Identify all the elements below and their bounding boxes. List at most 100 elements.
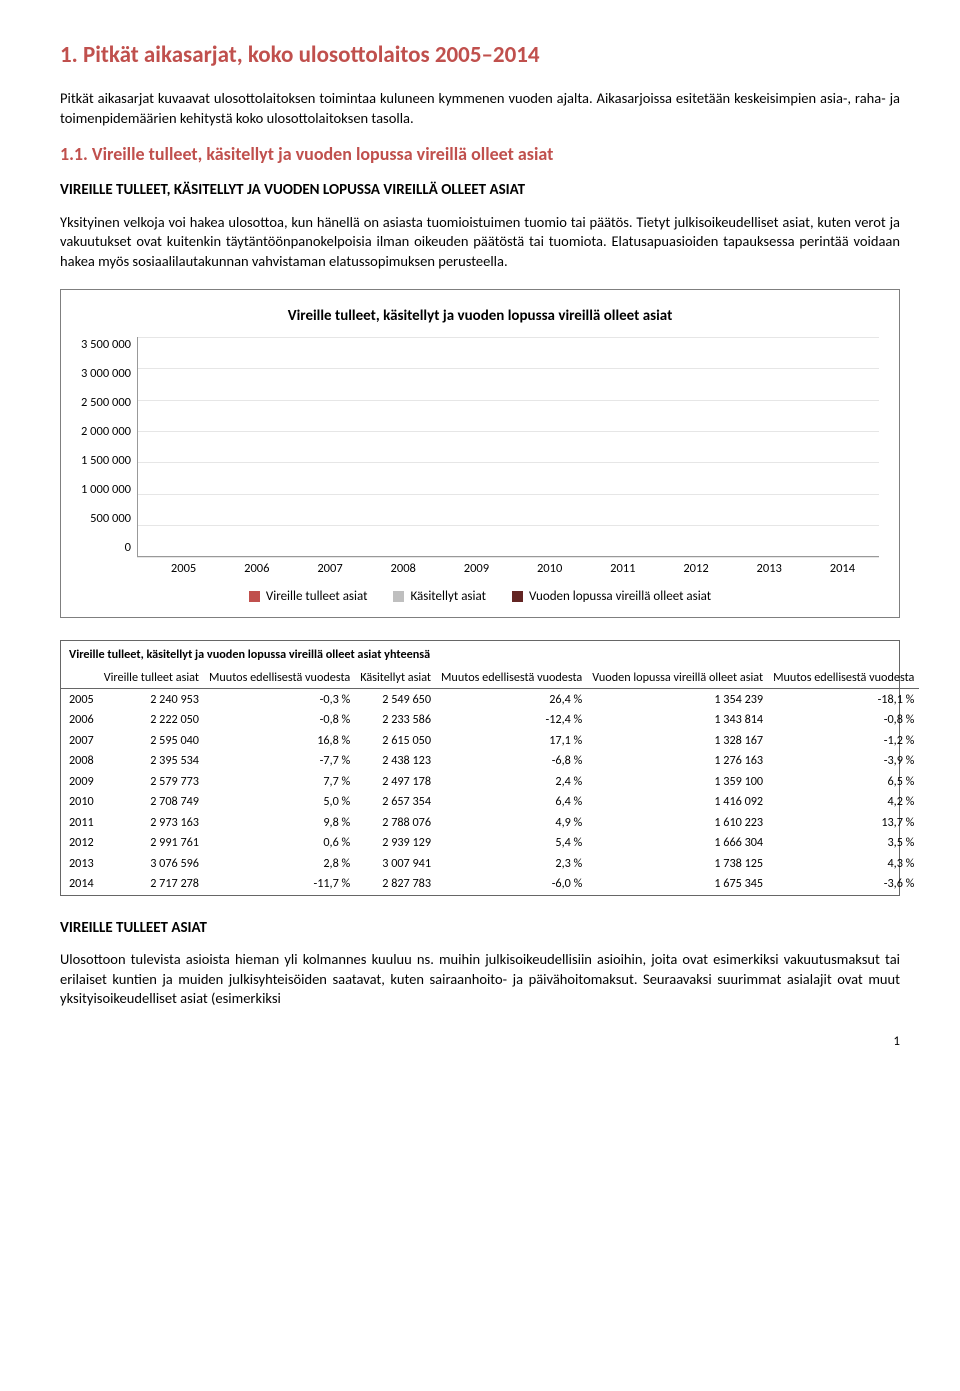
table-cell: -1,2 % [768, 731, 919, 751]
table-cell: -12,4 % [436, 710, 587, 730]
chart-x-axis: 2005200620072008200920102011201220132014 [147, 561, 879, 578]
legend-swatch [512, 591, 523, 602]
legend-label: Vuoden lopussa vireillä olleet asiat [529, 588, 711, 606]
table-super-header: Vireille tulleet, käsitellyt ja vuoden l… [61, 641, 919, 667]
x-tick-label: 2008 [367, 561, 440, 578]
legend-label: Vireille tulleet asiat [266, 588, 368, 606]
table-cell: 1 738 125 [587, 854, 768, 874]
table-row: 20122 991 7610,6 %2 939 1295,4 %1 666 30… [61, 833, 919, 853]
table-column-header: Käsitellyt asiat [355, 668, 436, 689]
table-cell: 1 328 167 [587, 731, 768, 751]
x-tick-label: 2005 [147, 561, 220, 578]
legend-item: Käsitellyt asiat [393, 588, 485, 606]
table-column-header: Vuoden lopussa vireillä olleet asiat [587, 668, 768, 689]
table-cell: 1 675 345 [587, 874, 768, 894]
table-cell: 2 939 129 [355, 833, 436, 853]
table-cell: 2 973 163 [99, 813, 204, 833]
caps-header-2: VIREILLE TULLEET ASIAT [60, 918, 900, 938]
table-cell: 4,9 % [436, 813, 587, 833]
table-cell: -7,7 % [204, 751, 355, 771]
legend-item: Vireille tulleet asiat [249, 588, 368, 606]
x-tick-label: 2014 [806, 561, 879, 578]
table-cell: 2 438 123 [355, 751, 436, 771]
table-cell: 2 240 953 [99, 689, 204, 711]
table-cell: 1 610 223 [587, 813, 768, 833]
table-column-header [61, 668, 99, 689]
table-cell: 2010 [61, 792, 99, 812]
body-paragraph-2: Yksityinen velkoja voi hakea ulosottoa, … [60, 213, 900, 272]
table-cell: 2007 [61, 731, 99, 751]
table-cell: 2 497 178 [355, 772, 436, 792]
table-cell: 2 788 076 [355, 813, 436, 833]
chart-plot-area [137, 337, 879, 557]
table-cell: 3,5 % [768, 833, 919, 853]
page-title: 1. Pitkät aikasarjat, koko ulosottolaito… [60, 40, 900, 71]
table-cell: 2006 [61, 710, 99, 730]
x-tick-label: 2007 [293, 561, 366, 578]
table-cell: 2,8 % [204, 854, 355, 874]
caps-header-1: VIREILLE TULLEET, KÄSITELLYT JA VUODEN L… [60, 180, 900, 200]
table-cell: 2 233 586 [355, 710, 436, 730]
table-column-header: Muutos edellisestä vuodesta [436, 668, 587, 689]
x-tick-label: 2006 [220, 561, 293, 578]
table-cell: 2 549 650 [355, 689, 436, 711]
y-tick-label: 1 500 000 [81, 453, 131, 470]
data-table: Vireille tulleet, käsitellyt ja vuoden l… [60, 640, 900, 896]
table-row: 20092 579 7737,7 %2 497 1782,4 %1 359 10… [61, 772, 919, 792]
x-tick-label: 2011 [586, 561, 659, 578]
table-cell: -18,1 % [768, 689, 919, 711]
y-tick-label: 1 000 000 [81, 482, 131, 499]
table-cell: 2009 [61, 772, 99, 792]
y-tick-label: 2 000 000 [81, 424, 131, 441]
table-cell: 3 076 596 [99, 854, 204, 874]
table-cell: 2 991 761 [99, 833, 204, 853]
table-cell: 26,4 % [436, 689, 587, 711]
table-cell: 6,5 % [768, 772, 919, 792]
chart-legend: Vireille tulleet asiat Käsitellyt asiat Vu… [81, 588, 879, 606]
table-row: 20052 240 953-0,3 %2 549 65026,4 %1 354 … [61, 689, 919, 711]
table-cell: 2 615 050 [355, 731, 436, 751]
table-cell: 2 657 354 [355, 792, 436, 812]
table-cell: 1 416 092 [587, 792, 768, 812]
legend-swatch [249, 591, 260, 602]
table-column-header: Vireille tulleet asiat [99, 668, 204, 689]
table-cell: -3,9 % [768, 751, 919, 771]
y-tick-label: 2 500 000 [81, 395, 131, 412]
y-tick-label: 0 [125, 540, 131, 557]
x-tick-label: 2010 [513, 561, 586, 578]
table-cell: 1 343 814 [587, 710, 768, 730]
table-cell: 2 222 050 [99, 710, 204, 730]
table-cell: 6,4 % [436, 792, 587, 812]
table-row: 20133 076 5962,8 %3 007 9412,3 %1 738 12… [61, 854, 919, 874]
chart-title: Vireille tulleet, käsitellyt ja vuoden l… [81, 306, 879, 326]
table-cell: -6,0 % [436, 874, 587, 894]
table-cell: 1 354 239 [587, 689, 768, 711]
table-cell: 5,4 % [436, 833, 587, 853]
table-cell: 2012 [61, 833, 99, 853]
table-cell: 2,3 % [436, 854, 587, 874]
y-tick-label: 3 000 000 [81, 366, 131, 383]
y-tick-label: 500 000 [90, 511, 131, 528]
table-cell: 2008 [61, 751, 99, 771]
table-cell: -11,7 % [204, 874, 355, 894]
table-column-header: Muutos edellisestä vuodesta [768, 668, 919, 689]
table-row: 20072 595 04016,8 %2 615 05017,1 %1 328 … [61, 731, 919, 751]
table-cell: 7,7 % [204, 772, 355, 792]
page-number: 1 [60, 1033, 900, 1051]
table-cell: 3 007 941 [355, 854, 436, 874]
chart-y-axis: 3 500 0003 000 0002 500 0002 000 0001 50… [81, 337, 137, 557]
section-title: 1.1. Vireille tulleet, käsitellyt ja vuo… [60, 142, 900, 166]
table-cell: 2 717 278 [99, 874, 204, 894]
table-cell: 0,6 % [204, 833, 355, 853]
table-cell: -0,3 % [204, 689, 355, 711]
table-cell: 2005 [61, 689, 99, 711]
table-cell: -0,8 % [768, 710, 919, 730]
table-cell: 2,4 % [436, 772, 587, 792]
body-paragraph-3: Ulosottoon tulevista asioista hieman yli… [60, 950, 900, 1009]
table-cell: 13,7 % [768, 813, 919, 833]
table-cell: 2013 [61, 854, 99, 874]
table-cell: 2014 [61, 874, 99, 894]
table-column-header: Muutos edellisestä vuodesta [204, 668, 355, 689]
x-tick-label: 2013 [733, 561, 806, 578]
table-row: 20062 222 050 -0,8 % 2 233 586-12,4 %1 343… [61, 710, 919, 730]
